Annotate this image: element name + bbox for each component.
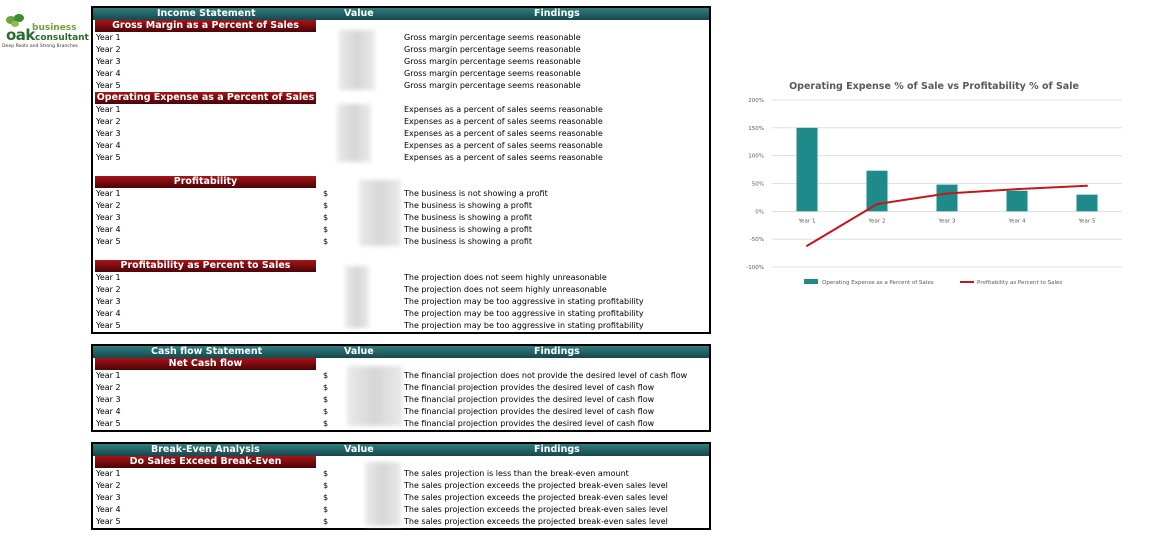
gross-margin-row: Year 1 Gross margin percentage seems reas… — [96, 33, 581, 42]
profitability-percent-section-title: Profitability as Percent to Sales — [95, 260, 316, 272]
profitability-percent-row: Year 5 The projection may be too aggressi… — [96, 321, 644, 330]
y-tick-label: 0% — [755, 209, 764, 215]
operating-expense-values-redacted — [337, 104, 371, 162]
value-column-header: Value — [344, 8, 374, 19]
leaf-icon — [6, 14, 24, 27]
findings-column-header: Findings — [534, 444, 580, 455]
break-even-row: Year 5 $ The sales projection exceeds the … — [96, 517, 668, 526]
logo-word-business: business — [32, 23, 77, 33]
value-column-header: Value — [344, 444, 374, 455]
logo-tagline: Deep Roots and Strong Branches — [2, 44, 78, 49]
net-cash-flow-section-title: Net Cash flow — [95, 358, 316, 370]
profitability-row: Year 2 $ The business is showing a profit — [96, 201, 533, 210]
bar-opex — [1076, 194, 1098, 212]
line-point-profitability — [806, 244, 808, 247]
logo-mark: oak — [6, 26, 35, 44]
findings-column-header: Findings — [534, 346, 580, 357]
line-point-profitability — [1086, 184, 1088, 187]
net-cash-flow-row: Year 2 $ The financial projection provides… — [96, 383, 655, 392]
profitability-percent-row: Year 1 The projection does not seem highl… — [96, 273, 607, 282]
x-tick-label: Year 1 — [798, 218, 816, 224]
profitability-values-redacted — [359, 180, 401, 246]
operating-expense-row: Year 5 Expenses as a percent of sales see… — [96, 153, 603, 162]
gross-margin-section-title: Gross Margin as a Percent of Sales — [95, 20, 316, 32]
break-even-values-redacted — [365, 462, 401, 526]
profitability-row: Year 3 $ The business is showing a profit — [96, 213, 533, 222]
expense-vs-profitability-chart[interactable]: Operating Expense % of Sale vs Profitabi… — [734, 74, 1134, 294]
break-even-row: Year 2 $ The sales projection exceeds the … — [96, 481, 668, 490]
logo-word-consultant: consultant — [35, 33, 89, 43]
y-tick-label: 100% — [748, 154, 764, 160]
profitability-percent-row: Year 2 The projection does not seem highl… — [96, 285, 607, 294]
x-tick-label: Year 5 — [1078, 218, 1096, 224]
legend-label-profitability: Profitability as Percent to Sales — [977, 280, 1062, 286]
operating-expense-row: Year 2 Expenses as a percent of sales see… — [96, 117, 603, 126]
gross-margin-row: Year 4 Gross margin percentage seems reas… — [96, 69, 581, 78]
bar-opex — [936, 184, 958, 212]
line-point-profitability — [1016, 188, 1018, 191]
income-statement-header: Income Statement Value Findings — [93, 8, 709, 20]
break-even-title: Break-Even Analysis — [151, 444, 260, 455]
x-tick-label: Year 4 — [1008, 218, 1026, 224]
gross-margin-row: Year 2 Gross margin percentage seems reas… — [96, 45, 581, 54]
profitability-row: Year 5 $ The business is showing a profit — [96, 237, 533, 246]
value-column-header: Value — [344, 346, 374, 357]
findings-column-header: Findings — [534, 8, 580, 19]
break-even-row: Year 3 $ The sales projection exceeds the … — [96, 493, 668, 502]
sales-exceed-break-even-section-title: Do Sales Exceed Break-Even — [95, 456, 316, 468]
profitability-percent-row: Year 4 The projection may be too aggressi… — [96, 309, 644, 318]
break-even-table: Break-Even Analysis Value Findings Do Sa… — [91, 442, 711, 530]
profitability-section-title: Profitability — [95, 176, 316, 188]
gross-margin-row: Year 5 Gross margin percentage seems reas… — [96, 81, 581, 90]
operating-expense-row: Year 1 Expenses as a percent of sales see… — [96, 105, 603, 114]
x-tick-label: Year 2 — [868, 218, 886, 224]
y-tick-label: -50% — [750, 237, 764, 243]
line-point-profitability — [876, 203, 878, 206]
legend-label-opex: Operating Expense as a Percent of Sales — [822, 280, 934, 286]
profitability-row: Year 4 $ The business is showing a profit — [96, 225, 533, 234]
operating-expense-section-title: Operating Expense as a Percent of Sales — [95, 92, 316, 104]
net-cash-flow-values-redacted — [347, 366, 403, 426]
break-even-row: Year 4 $ The sales projection exceeds the … — [96, 505, 668, 514]
gross-margin-row: Year 3 Gross margin percentage seems reas… — [96, 57, 581, 66]
operating-expense-row: Year 4 Expenses as a percent of sales see… — [96, 141, 603, 150]
cash-flow-table: Cash flow Statement Value Findings Net C… — [91, 344, 711, 432]
profitability-row: Year 1 $ The business is not showing a pro… — [96, 189, 548, 198]
company-logo: oak business consultant Deep Roots and S… — [2, 10, 89, 49]
y-tick-label: 200% — [748, 98, 764, 104]
bar-opex — [1006, 190, 1028, 212]
gross-margin-values-redacted — [339, 30, 375, 90]
bar-opex — [866, 170, 888, 212]
line-point-profitability — [946, 192, 948, 195]
chart-title: Operating Expense % of Sale vs Profitabi… — [789, 81, 1079, 92]
net-cash-flow-row: Year 5 $ The financial projection provides… — [96, 419, 655, 428]
net-cash-flow-row: Year 4 $ The financial projection provides… — [96, 407, 655, 416]
profitability-percent-values-redacted — [345, 266, 369, 328]
net-cash-flow-row: Year 3 $ The financial projection provides… — [96, 395, 655, 404]
x-tick-label: Year 3 — [938, 218, 956, 224]
legend-swatch-opex — [804, 279, 818, 284]
cash-flow-title: Cash flow Statement — [151, 346, 263, 357]
y-tick-label: 50% — [752, 182, 764, 188]
income-statement-title: Income Statement — [157, 8, 256, 19]
bar-opex — [796, 127, 818, 212]
cash-flow-header: Cash flow Statement Value Findings — [93, 346, 709, 358]
break-even-row: Year 1 $ The sales projection is less than… — [96, 469, 629, 478]
chart-canvas: Operating Expense % of Sale vs Profitabi… — [746, 81, 1122, 286]
income-statement-table: Income Statement Value Findings Gross Ma… — [91, 6, 711, 334]
break-even-header: Break-Even Analysis Value Findings — [93, 444, 709, 456]
operating-expense-row: Year 3 Expenses as a percent of sales see… — [96, 129, 603, 138]
y-tick-label: -100% — [746, 265, 764, 271]
net-cash-flow-row: Year 1 $ The financial projection does not… — [96, 371, 688, 380]
profitability-percent-row: Year 3 The projection may be too aggressi… — [96, 297, 644, 306]
y-tick-label: 150% — [748, 126, 764, 132]
